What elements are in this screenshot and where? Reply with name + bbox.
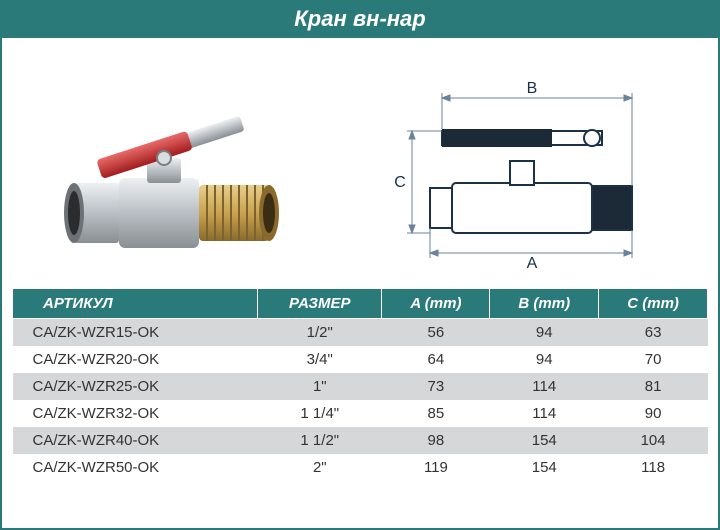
hero-row: B A C	[2, 38, 718, 288]
table-header-row: АРТИКУЛ РАЗМЕР A (mm) B (mm) C (mm)	[13, 289, 708, 319]
table-cell: 1/2"	[258, 319, 382, 347]
col-c: C (mm)	[599, 289, 708, 319]
table-row: CA/ZK-WZR32-OK1 1/4"8511490	[13, 400, 708, 427]
col-a: A (mm)	[382, 289, 490, 319]
table-cell: CA/ZK-WZR15-OK	[13, 319, 258, 347]
table-cell: 85	[382, 400, 490, 427]
table-cell: CA/ZK-WZR32-OK	[13, 400, 258, 427]
table-cell: 63	[599, 319, 708, 347]
table-cell: CA/ZK-WZR40-OK	[13, 427, 258, 454]
table-cell: 94	[490, 346, 599, 373]
table-cell: 104	[599, 427, 708, 454]
table-cell: CA/ZK-WZR20-OK	[13, 346, 258, 373]
table-cell: 154	[490, 427, 599, 454]
table-cell: 1 1/4"	[258, 400, 382, 427]
table-row: CA/ZK-WZR15-OK1/2"569463	[13, 319, 708, 347]
table-cell: 2"	[258, 454, 382, 481]
dim-label-a: A	[526, 255, 537, 272]
dim-label-c: C	[394, 174, 406, 191]
table-cell: 73	[382, 373, 490, 400]
table-cell: 81	[599, 373, 708, 400]
table-cell: 56	[382, 319, 490, 347]
table-cell: 154	[490, 454, 599, 481]
table-cell: CA/ZK-WZR50-OK	[13, 454, 258, 481]
col-size: РАЗМЕР	[258, 289, 382, 319]
table-cell: 98	[382, 427, 490, 454]
table-cell: 64	[382, 346, 490, 373]
spec-table: АРТИКУЛ РАЗМЕР A (mm) B (mm) C (mm) CA/Z…	[12, 288, 708, 481]
table-cell: 90	[599, 400, 708, 427]
table-cell: 119	[382, 454, 490, 481]
col-b: B (mm)	[490, 289, 599, 319]
table-cell: 3/4"	[258, 346, 382, 373]
table-cell: 118	[599, 454, 708, 481]
product-photo	[39, 53, 349, 273]
col-sku: АРТИКУЛ	[13, 289, 258, 319]
table-row: CA/ZK-WZR50-OK2"119154118	[13, 454, 708, 481]
dimension-diagram: B A C	[382, 53, 682, 273]
page-title: Кран вн-нар	[2, 0, 718, 38]
table-cell: 114	[490, 373, 599, 400]
table-cell: CA/ZK-WZR25-OK	[13, 373, 258, 400]
table-row: CA/ZK-WZR20-OK3/4"649470	[13, 346, 708, 373]
dim-label-b: B	[526, 80, 537, 97]
table-cell: 70	[599, 346, 708, 373]
table-cell: 94	[490, 319, 599, 347]
table-cell: 114	[490, 400, 599, 427]
table-row: CA/ZK-WZR25-OK1"7311481	[13, 373, 708, 400]
spec-table-wrap: АРТИКУЛ РАЗМЕР A (mm) B (mm) C (mm) CA/Z…	[2, 288, 718, 481]
table-cell: 1 1/2"	[258, 427, 382, 454]
table-row: CA/ZK-WZR40-OK1 1/2"98154104	[13, 427, 708, 454]
table-cell: 1"	[258, 373, 382, 400]
